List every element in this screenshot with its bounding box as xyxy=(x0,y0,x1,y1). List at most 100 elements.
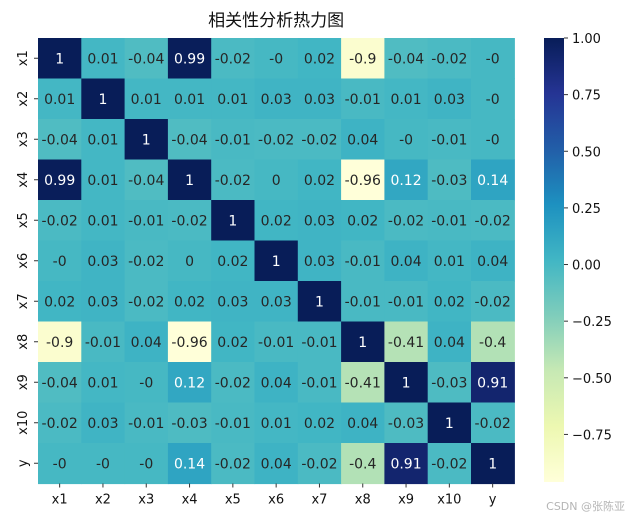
cell-value-label: -0 xyxy=(96,456,110,472)
y-tick-label: x8 xyxy=(16,334,31,350)
cell-value-label: -0.02 xyxy=(42,213,78,229)
colorbar-tick-label: 0.25 xyxy=(572,202,601,217)
heatmap-cell xyxy=(167,362,212,404)
cell-value-label: -0.02 xyxy=(388,213,424,229)
y-tick-label: x5 xyxy=(16,212,31,228)
colorbar-tick-label: 0.00 xyxy=(572,259,601,274)
x-tick-label: y xyxy=(489,493,497,508)
cell-value-label: 0.02 xyxy=(304,416,335,432)
cell-value-label: 0.01 xyxy=(87,51,118,67)
cell-value-label: -0.02 xyxy=(431,456,467,472)
cell-value-label: -0.41 xyxy=(388,335,424,351)
heatmap-cell xyxy=(427,443,472,485)
cell-value-label: 0.03 xyxy=(434,92,465,108)
cell-value-label: 0.99 xyxy=(44,173,75,189)
cell-value-label: -0.01 xyxy=(215,416,251,432)
cell-value-label: -0.04 xyxy=(128,51,164,67)
y-tick-label: x1 xyxy=(16,50,31,66)
x-tick-label: x9 xyxy=(398,493,414,508)
cell-value-label: -0.01 xyxy=(431,213,467,229)
cell-value-label: -0.02 xyxy=(128,254,164,270)
heatmap-cell xyxy=(167,38,212,80)
cell-value-label: -0.01 xyxy=(301,335,337,351)
x-tick-label: x2 xyxy=(95,493,111,508)
heatmap-cell xyxy=(384,321,429,363)
heatmap-cell xyxy=(211,402,256,444)
heatmap-cell xyxy=(471,362,515,404)
heatmap-cell xyxy=(124,159,169,201)
cell-value-label: -0.02 xyxy=(301,456,337,472)
cell-value-label: 1 xyxy=(402,375,411,391)
cell-value-label: 0.02 xyxy=(217,335,248,351)
x-tick-label: x10 xyxy=(437,493,461,508)
cell-value-label: 1 xyxy=(315,294,324,310)
cell-value-label: 1 xyxy=(98,92,107,108)
chart-title: 相关性分析热力图 xyxy=(208,11,344,31)
heatmap-cell xyxy=(384,78,429,120)
heatmap-cell xyxy=(167,281,212,323)
heatmap-cell xyxy=(297,159,342,201)
heatmap-cell xyxy=(254,281,299,323)
cell-value-label: -0.01 xyxy=(215,132,251,148)
cell-value-label: 0.01 xyxy=(87,213,118,229)
colorbar xyxy=(544,38,564,482)
cell-value-label: 0.01 xyxy=(131,92,162,108)
heatmap-cell xyxy=(254,321,299,363)
heatmap-cell xyxy=(211,321,256,363)
colorbar-tick-label: −0.75 xyxy=(572,428,612,443)
cell-value-label: 0.14 xyxy=(477,173,508,189)
cell-value-label: 0 xyxy=(185,254,194,270)
heatmap-cell xyxy=(384,362,429,404)
heatmap-cell xyxy=(38,321,82,363)
heatmap-cell xyxy=(297,362,342,404)
heatmap-cell xyxy=(341,281,385,323)
cell-value-label: 0.02 xyxy=(174,294,205,310)
cell-value-label: 0.14 xyxy=(174,456,205,472)
cell-value-label: -0.02 xyxy=(215,173,251,189)
heatmap-cell xyxy=(297,321,342,363)
cell-value-label: 0.04 xyxy=(434,335,465,351)
heatmap-cell xyxy=(427,321,472,363)
cell-value-label: 0.12 xyxy=(174,375,205,391)
heatmap-cell xyxy=(471,200,515,242)
heatmap-cell xyxy=(471,240,515,282)
heatmap-cell xyxy=(384,443,429,485)
heatmap-cell xyxy=(384,402,429,444)
cell-value-label: 0.03 xyxy=(87,294,118,310)
colorbar-tick-label: 1.00 xyxy=(572,32,601,47)
cell-value-label: 0.91 xyxy=(477,375,508,391)
cell-value-label: 0.03 xyxy=(217,294,248,310)
heatmap-cell xyxy=(38,78,82,120)
heatmap-cell xyxy=(81,38,126,80)
heatmap-cell xyxy=(471,119,515,161)
heatmap-cell xyxy=(124,200,169,242)
cell-value-label: -0.04 xyxy=(171,132,207,148)
heatmap-cell xyxy=(211,78,256,120)
cell-value-label: -0.02 xyxy=(475,213,511,229)
heatmap-cell xyxy=(124,321,169,363)
x-tick-label: x1 xyxy=(52,493,68,508)
cell-value-label: 0.03 xyxy=(261,294,292,310)
heatmap-cell xyxy=(81,443,126,485)
cell-value-label: -0.02 xyxy=(215,51,251,67)
heatmap-cell xyxy=(471,402,515,444)
heatmap-cell xyxy=(427,281,472,323)
cell-value-label: 0.01 xyxy=(87,375,118,391)
cell-value-label: 0.01 xyxy=(434,254,465,270)
cell-value-label: -0.9 xyxy=(46,335,73,351)
heatmap-cell xyxy=(124,362,169,404)
heatmap-cell xyxy=(297,78,342,120)
cell-value-label: -0.04 xyxy=(128,173,164,189)
heatmap-cell xyxy=(341,240,385,282)
heatmap-cell xyxy=(341,159,385,201)
cell-value-label: 0.01 xyxy=(44,92,75,108)
cell-value-label: 0.02 xyxy=(304,173,335,189)
heatmap-cell xyxy=(167,402,212,444)
cell-value-label: -0.03 xyxy=(171,416,207,432)
colorbar-tick-label: 0.75 xyxy=(572,89,601,104)
cell-value-label: 0.03 xyxy=(87,254,118,270)
heatmap-cell xyxy=(167,321,212,363)
heatmap-cell xyxy=(384,200,429,242)
y-tick-label: x9 xyxy=(16,374,31,390)
heatmap-cell xyxy=(427,240,472,282)
